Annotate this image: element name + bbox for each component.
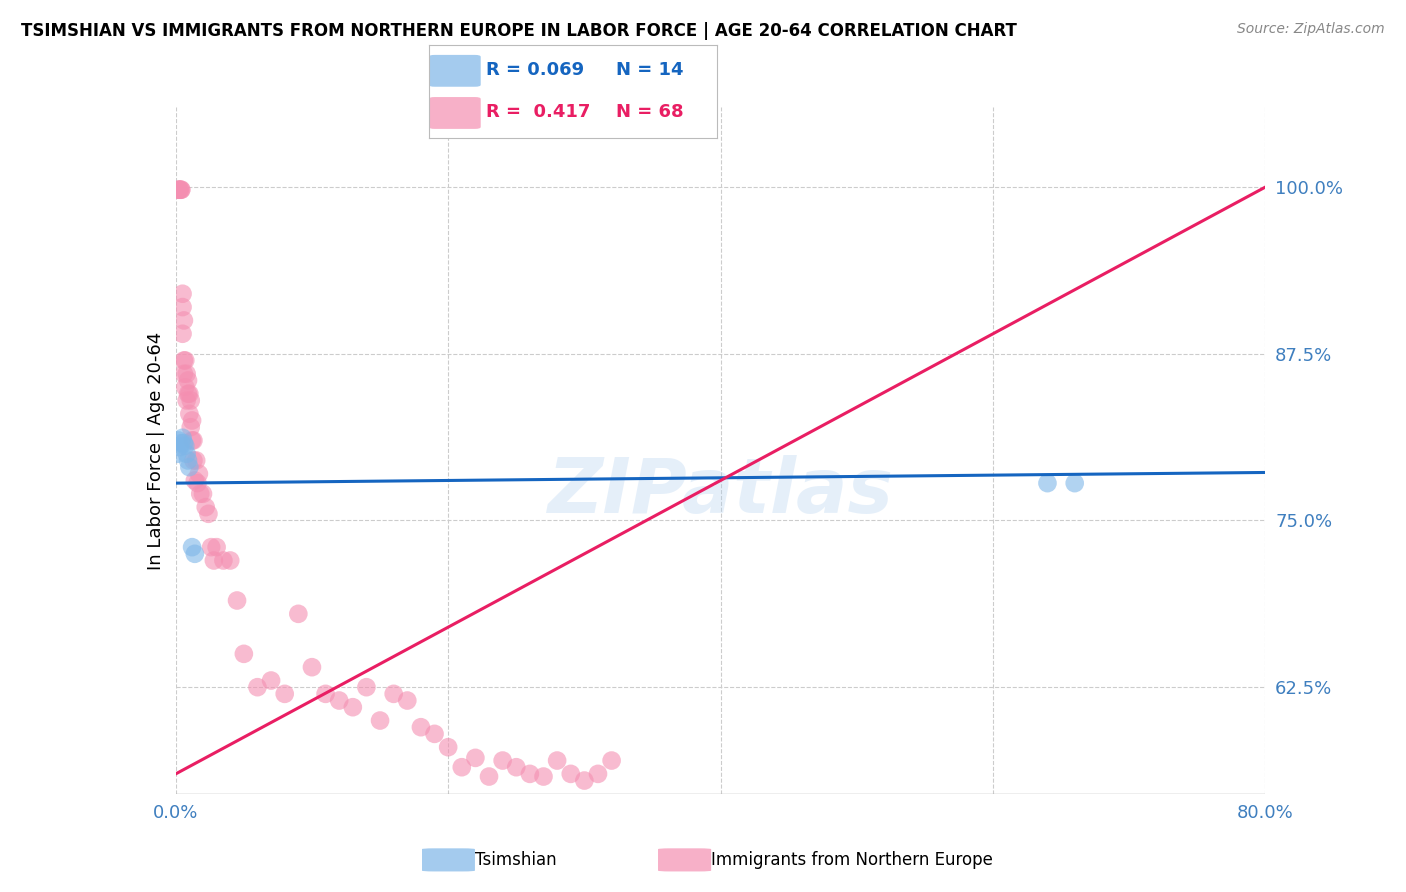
Point — [186, 476, 209, 491]
Point — [181, 413, 204, 427]
Point — [396, 693, 419, 707]
Text: Source: ZipAtlas.com: Source: ZipAtlas.com — [1237, 22, 1385, 37]
FancyBboxPatch shape — [658, 848, 711, 871]
Point — [194, 500, 217, 515]
Text: ZIPatlas: ZIPatlas — [547, 455, 894, 529]
Text: Immigrants from Northern Europe: Immigrants from Northern Europe — [711, 851, 993, 869]
Point — [174, 353, 197, 368]
Point — [170, 183, 193, 197]
Point — [519, 767, 541, 781]
Point — [172, 431, 194, 445]
Point — [423, 727, 446, 741]
Point — [533, 770, 555, 784]
Point — [574, 773, 596, 788]
Point — [464, 751, 486, 765]
Point — [179, 407, 201, 421]
FancyBboxPatch shape — [429, 55, 481, 87]
Point — [181, 540, 204, 554]
Point — [172, 286, 194, 301]
Point — [169, 183, 191, 197]
Point — [176, 393, 198, 408]
Point — [1036, 476, 1059, 491]
Point — [219, 553, 242, 567]
Point — [200, 540, 222, 554]
Text: Tsimshian: Tsimshian — [475, 851, 557, 869]
Point — [167, 434, 190, 448]
Point — [226, 593, 249, 607]
Point — [382, 687, 405, 701]
Point — [169, 183, 191, 197]
Point — [187, 467, 209, 481]
Text: R = 0.069: R = 0.069 — [486, 61, 585, 78]
Point — [202, 553, 225, 567]
Point — [184, 474, 207, 488]
Point — [1063, 476, 1085, 491]
Point — [450, 760, 472, 774]
Point — [315, 687, 337, 701]
Point — [191, 487, 214, 501]
Point — [492, 754, 515, 768]
Point — [177, 386, 200, 401]
Point — [478, 770, 501, 784]
Point — [586, 767, 609, 781]
Point — [183, 434, 205, 448]
Point — [174, 380, 197, 394]
Point — [260, 673, 283, 688]
Point — [167, 183, 190, 197]
FancyBboxPatch shape — [422, 848, 475, 871]
Text: N = 14: N = 14 — [616, 61, 683, 78]
Point — [184, 547, 207, 561]
Point — [212, 553, 235, 567]
Point — [342, 700, 364, 714]
Point — [166, 447, 188, 461]
Y-axis label: In Labor Force | Age 20-64: In Labor Force | Age 20-64 — [146, 331, 165, 570]
Point — [301, 660, 323, 674]
Point — [409, 720, 432, 734]
Point — [170, 183, 193, 197]
Point — [274, 687, 297, 701]
Point — [174, 439, 197, 453]
Point — [560, 767, 582, 781]
Point — [186, 453, 208, 467]
Point — [179, 386, 201, 401]
Point — [287, 607, 309, 621]
Point — [232, 647, 254, 661]
Point — [173, 436, 195, 450]
Text: TSIMSHIAN VS IMMIGRANTS FROM NORTHERN EUROPE IN LABOR FORCE | AGE 20-64 CORRELAT: TSIMSHIAN VS IMMIGRANTS FROM NORTHERN EU… — [21, 22, 1017, 40]
FancyBboxPatch shape — [429, 97, 481, 129]
Point — [437, 740, 460, 755]
Point — [172, 326, 194, 341]
Point — [177, 374, 200, 388]
Point — [600, 754, 623, 768]
Point — [177, 453, 200, 467]
Point — [170, 436, 193, 450]
Point — [172, 300, 194, 314]
Point — [356, 680, 378, 694]
Point — [176, 367, 198, 381]
Point — [173, 353, 195, 368]
Point — [181, 434, 204, 448]
Point — [176, 447, 198, 461]
Point — [328, 693, 350, 707]
Point — [167, 183, 190, 197]
Point — [368, 714, 391, 728]
Point — [546, 754, 568, 768]
Point — [180, 393, 202, 408]
Point — [183, 453, 205, 467]
Text: N = 68: N = 68 — [616, 103, 683, 121]
Point — [179, 460, 201, 475]
Point — [188, 487, 211, 501]
Text: R =  0.417: R = 0.417 — [486, 103, 591, 121]
Point — [505, 760, 527, 774]
Point — [197, 507, 219, 521]
Point — [169, 440, 191, 454]
Point — [246, 680, 269, 694]
Point — [180, 420, 202, 434]
Point — [173, 313, 195, 327]
Point — [173, 367, 195, 381]
Point — [205, 540, 228, 554]
